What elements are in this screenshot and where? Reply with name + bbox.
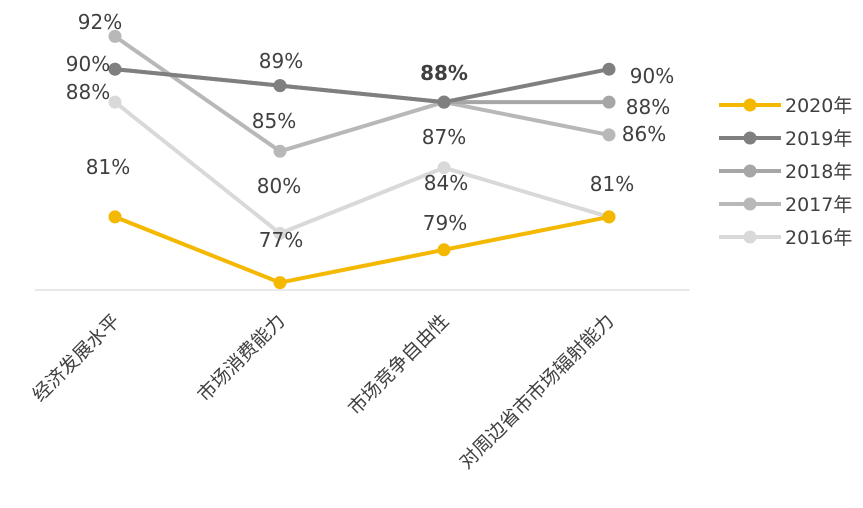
x-tick-label: 市场竞争自由性	[344, 310, 454, 420]
data-point	[273, 276, 287, 290]
legend-marker	[743, 131, 757, 145]
data-point	[273, 79, 287, 93]
legend-marker	[743, 98, 757, 112]
data-point	[437, 95, 451, 109]
data-label: 87%	[422, 125, 466, 149]
series-line	[113, 34, 611, 154]
legend-marker	[743, 230, 757, 244]
data-point	[602, 95, 616, 109]
data-label-layer: 92% 90% 88% 81% 89% 85% 80% 77% 88% 87% 84% 79% 90% 8…	[66, 10, 674, 252]
data-point	[437, 243, 451, 257]
data-point	[108, 210, 122, 224]
data-label: 92%	[78, 10, 122, 34]
legend-label: 2020年	[785, 95, 852, 117]
series-line	[113, 67, 611, 105]
data-label: 90%	[630, 64, 674, 88]
x-tick-layer: 经济发展水平 市场消费能力 市场竞争自由性 对周边省市市场辐射能力	[28, 310, 618, 473]
data-point	[108, 95, 122, 109]
data-label: 81%	[86, 155, 130, 179]
data-label: 88%	[626, 95, 670, 119]
series-line	[113, 100, 611, 236]
x-tick-label: 市场消费能力	[193, 310, 289, 406]
data-label: 77%	[259, 228, 303, 252]
legend-label: 2019年	[785, 128, 852, 150]
data-label: 80%	[257, 174, 301, 198]
data-point	[273, 226, 287, 240]
legend-label: 2016年	[785, 227, 852, 249]
data-label: 84%	[424, 171, 468, 195]
data-label: 89%	[259, 49, 303, 73]
data-label: 86%	[622, 122, 666, 146]
x-tick-label: 经济发展水平	[28, 310, 124, 406]
series-line	[113, 214, 611, 285]
legend: 2020年 2019年 2018年 2017年 2016年	[719, 95, 852, 249]
legend-marker	[743, 164, 757, 178]
series-layer	[108, 29, 616, 290]
data-point	[437, 161, 451, 175]
data-label: 79%	[423, 211, 467, 235]
legend-marker	[743, 197, 757, 211]
data-point	[602, 62, 616, 76]
data-point	[108, 29, 122, 43]
data-point	[108, 62, 122, 76]
data-label: 88%	[420, 61, 468, 85]
data-label: 88%	[66, 80, 110, 104]
data-point	[602, 128, 616, 142]
data-point	[602, 210, 616, 224]
data-label: 85%	[252, 109, 296, 133]
data-point	[273, 144, 287, 158]
legend-label: 2017年	[785, 194, 852, 216]
data-label: 81%	[590, 172, 634, 196]
legend-label: 2018年	[785, 161, 852, 183]
x-tick-label: 对周边省市市场辐射能力	[455, 310, 618, 473]
data-label: 90%	[66, 52, 110, 76]
